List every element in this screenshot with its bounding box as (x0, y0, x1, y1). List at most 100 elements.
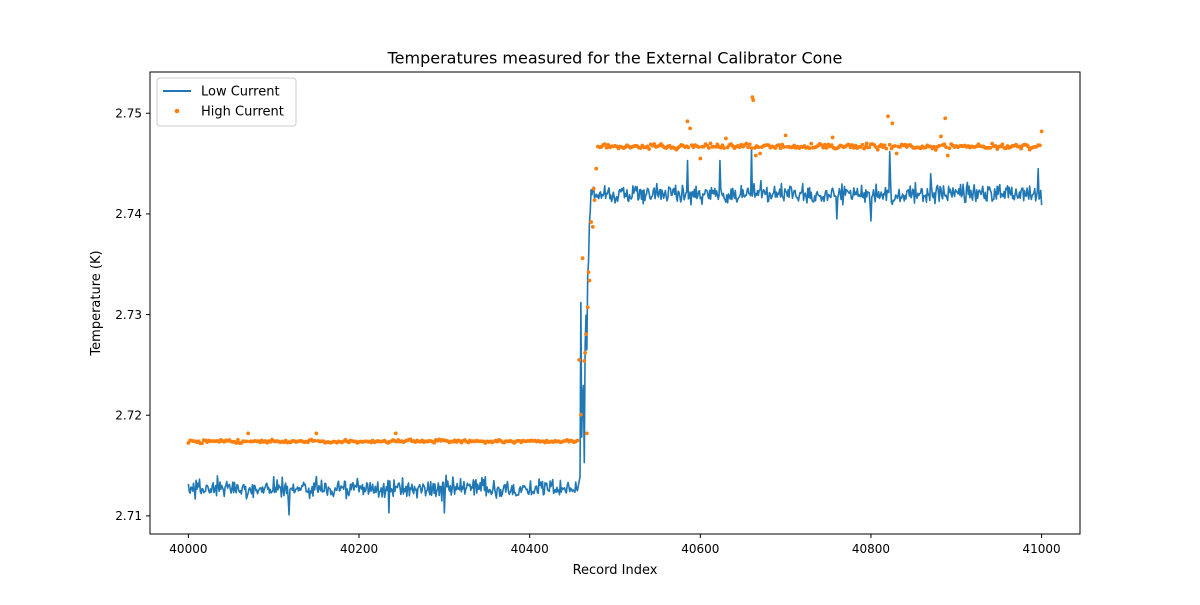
data-point (750, 95, 755, 100)
data-point (587, 278, 592, 283)
data-point (652, 142, 657, 146)
data-point (1000, 142, 1005, 147)
legend-label-high-current: High Current (201, 105, 284, 120)
data-point (939, 134, 943, 139)
data-point (720, 143, 725, 148)
legend-box (156, 77, 297, 127)
data-point (807, 146, 812, 151)
data-point (749, 146, 754, 151)
plot-frame (149, 71, 1081, 535)
x-axis: 40000 40200 40400 40600 40800 41000 (169, 534, 1061, 556)
data-point (582, 359, 587, 363)
legend-dot-high-current (174, 108, 180, 114)
data-point (988, 145, 993, 150)
data-point (867, 145, 872, 150)
data-point (746, 145, 750, 150)
series-points-high-current (186, 95, 1044, 446)
data-point (1039, 129, 1044, 134)
x-tick-label: 40200 (340, 542, 378, 556)
data-point (783, 133, 788, 138)
data-point (942, 142, 947, 147)
y-tick-label: 2.73 (115, 308, 142, 322)
data-point (850, 143, 855, 147)
data-point (244, 439, 249, 444)
data-point (993, 144, 998, 148)
data-point (584, 332, 588, 337)
data-point (886, 114, 890, 119)
data-point (200, 441, 204, 446)
data-point (314, 431, 319, 436)
data-point (685, 119, 690, 124)
data-point (887, 142, 892, 147)
plot-area (149, 71, 1081, 535)
data-point (809, 141, 814, 146)
data-point (824, 145, 829, 150)
data-point (947, 146, 952, 151)
data-point (708, 141, 713, 146)
data-point (1019, 146, 1024, 151)
data-point (578, 412, 583, 417)
y-tick-label: 2.75 (115, 107, 142, 121)
data-point (751, 98, 756, 103)
data-point (580, 256, 585, 261)
data-point (585, 305, 590, 310)
y-tick-label: 2.72 (115, 409, 142, 423)
x-tick-label: 41000 (1023, 542, 1061, 556)
data-point (747, 142, 752, 147)
legend-label-low-current: Low Current (201, 85, 280, 100)
x-tick-label: 40800 (852, 542, 890, 556)
data-point (778, 146, 783, 151)
data-point (830, 135, 835, 140)
data-point (933, 147, 938, 152)
data-point (235, 437, 240, 442)
data-point (821, 145, 826, 150)
legend: Low Current High Current (156, 77, 297, 127)
data-point (647, 147, 652, 151)
data-point (756, 145, 761, 150)
x-tick-label: 40000 (169, 542, 207, 556)
series-layer (186, 95, 1044, 516)
data-point (724, 136, 728, 141)
y-tick-label: 2.74 (115, 207, 142, 221)
data-point (696, 145, 701, 149)
x-tick-label: 40600 (681, 542, 719, 556)
data-point (584, 431, 589, 436)
data-point (932, 144, 936, 149)
data-point (864, 141, 869, 146)
y-tick-label: 2.71 (115, 509, 142, 523)
data-point (943, 116, 948, 121)
data-point (882, 143, 887, 148)
data-point (591, 186, 596, 191)
data-point (577, 357, 582, 362)
data-point (875, 147, 880, 152)
data-point (590, 225, 595, 229)
data-point (589, 220, 594, 224)
data-point (715, 142, 720, 147)
data-point (432, 440, 437, 445)
data-point (884, 146, 889, 151)
data-point (604, 145, 609, 150)
data-point (234, 441, 239, 445)
series-line-low-current (187, 147, 1043, 516)
data-point (586, 270, 591, 275)
data-point (706, 145, 711, 150)
y-axis: 2.71 2.72 2.73 2.74 2.75 (115, 107, 150, 523)
data-point (944, 145, 948, 149)
data-point (890, 121, 895, 126)
data-point (894, 151, 899, 156)
y-axis-label: Temperature (K) (89, 250, 104, 356)
data-point (753, 153, 758, 158)
data-point (594, 166, 599, 171)
data-point (575, 438, 580, 443)
data-point (782, 145, 786, 149)
data-point (1038, 143, 1042, 148)
data-point (312, 438, 317, 443)
data-point (592, 198, 597, 203)
data-point (892, 144, 897, 148)
data-point (945, 153, 950, 158)
data-point (776, 143, 781, 147)
data-point (602, 142, 607, 147)
data-point (686, 145, 691, 150)
